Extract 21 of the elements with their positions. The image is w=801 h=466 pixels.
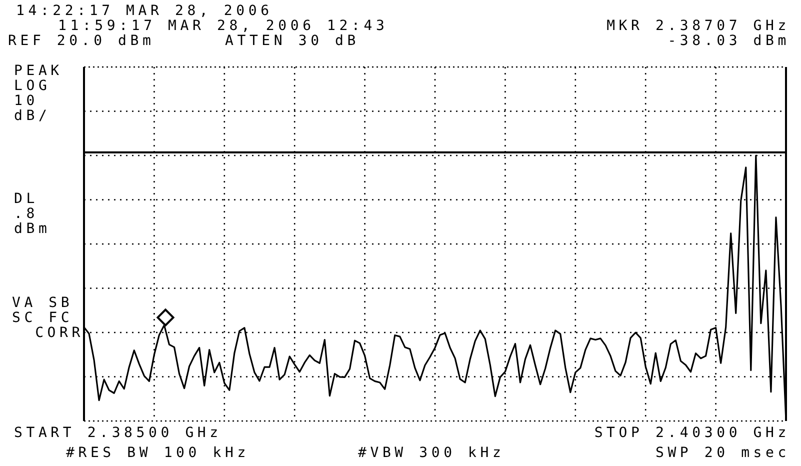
annotation: CORR — [35, 325, 84, 341]
text: LOG — [14, 78, 51, 94]
text: MKR 2.38707 GHz — [606, 18, 790, 34]
text: 14:22:17 MAR 28, 2006 — [16, 3, 273, 19]
text: .8 — [14, 206, 38, 222]
text: #VBW 300 kHz — [358, 445, 505, 461]
text: 10 — [14, 93, 38, 109]
text: STOP 2.40300 GHz — [594, 425, 790, 441]
text: 11:59:17 MAR 28, 2006 12:43 — [58, 18, 388, 34]
text: PEAK — [14, 63, 63, 79]
text: REF 20.0 dBm — [8, 33, 155, 49]
text: #RES BW 100 kHz — [66, 445, 250, 461]
text: ATTEN 30 dB — [225, 33, 360, 49]
text: START 2.38500 GHz — [14, 425, 222, 441]
text: DL — [14, 191, 38, 207]
text: VA SB — [12, 295, 74, 311]
text: SC FC — [12, 310, 74, 326]
text: dBm — [14, 221, 51, 237]
text: dB/ — [14, 108, 51, 124]
text: -38.03 dBm — [668, 33, 790, 49]
text: SWP 20 msec — [655, 445, 790, 461]
